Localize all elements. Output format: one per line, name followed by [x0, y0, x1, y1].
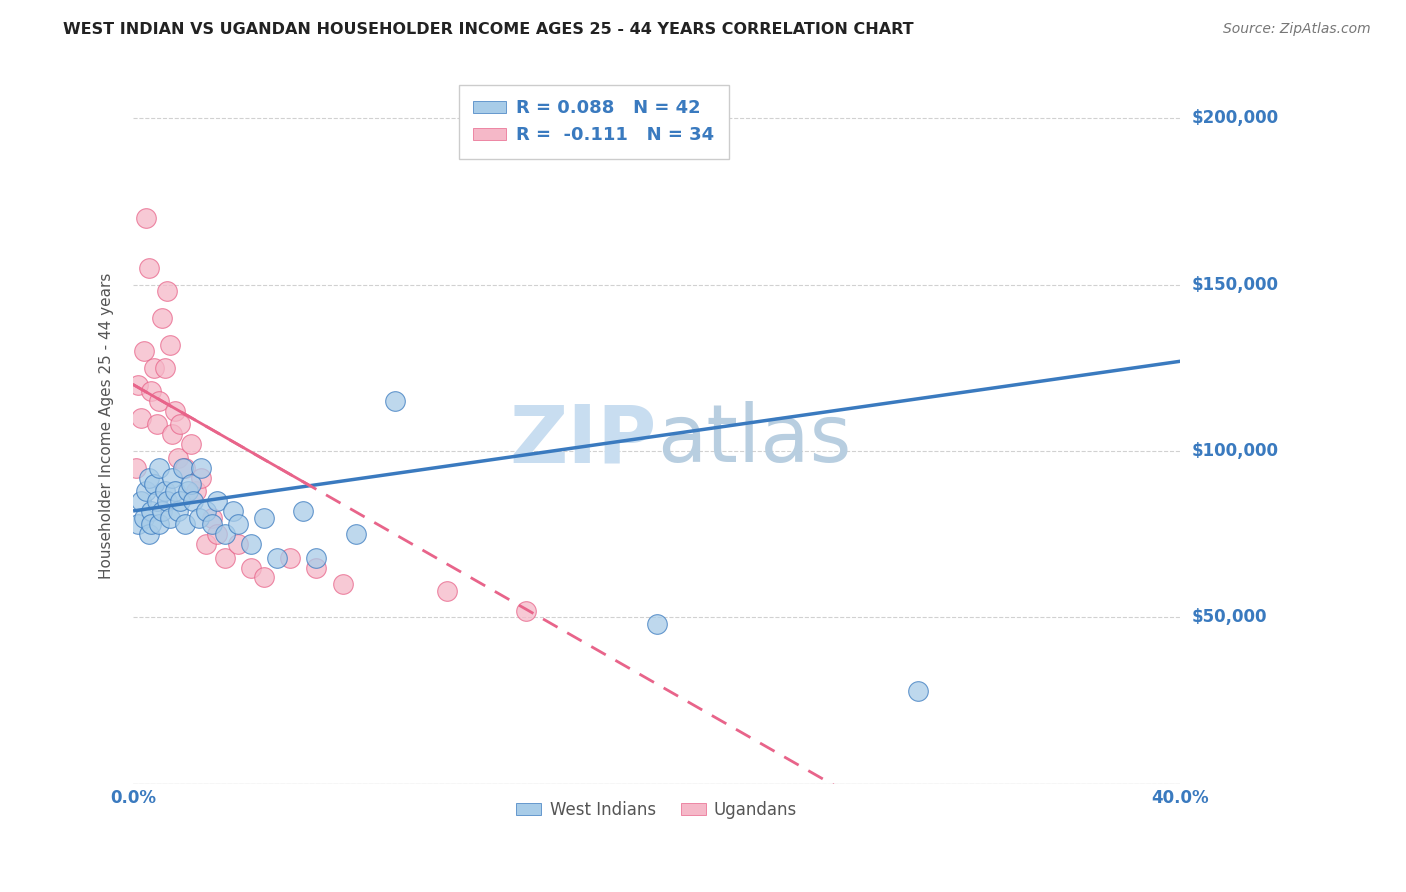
Point	[214, 527, 236, 541]
Point	[166, 504, 188, 518]
Point	[205, 527, 228, 541]
Point	[148, 517, 170, 532]
Point	[332, 577, 354, 591]
Point	[174, 460, 197, 475]
Point	[907, 683, 929, 698]
Point	[292, 504, 315, 518]
Point	[177, 483, 200, 498]
Point	[143, 360, 166, 375]
Point	[127, 517, 149, 532]
Point	[226, 517, 249, 532]
Point	[148, 394, 170, 409]
Point	[141, 517, 163, 532]
Point	[384, 394, 406, 409]
Point	[141, 384, 163, 399]
Point	[156, 494, 179, 508]
Point	[153, 483, 176, 498]
Point	[127, 377, 149, 392]
Point	[125, 460, 148, 475]
Text: ZIP: ZIP	[509, 401, 657, 479]
Point	[163, 483, 186, 498]
Point	[162, 471, 184, 485]
Point	[226, 537, 249, 551]
Point	[253, 510, 276, 524]
Point	[253, 570, 276, 584]
Point	[201, 517, 224, 532]
Point	[201, 510, 224, 524]
Text: $50,000: $50,000	[1191, 608, 1267, 626]
Point	[138, 471, 160, 485]
Point	[239, 537, 262, 551]
Point	[436, 583, 458, 598]
Point	[138, 527, 160, 541]
Point	[150, 504, 173, 518]
Point	[129, 410, 152, 425]
Point	[181, 494, 204, 508]
Point	[195, 537, 218, 551]
Point	[132, 510, 155, 524]
Point	[135, 483, 157, 498]
Y-axis label: Householder Income Ages 25 - 44 years: Householder Income Ages 25 - 44 years	[100, 273, 114, 579]
Point	[145, 494, 167, 508]
Text: $200,000: $200,000	[1191, 110, 1278, 128]
Point	[163, 404, 186, 418]
Point	[148, 460, 170, 475]
Point	[266, 550, 288, 565]
Point	[515, 604, 537, 618]
Point	[135, 211, 157, 226]
Point	[190, 460, 212, 475]
Point	[344, 527, 367, 541]
Point	[305, 550, 328, 565]
Point	[138, 261, 160, 276]
Point	[180, 477, 202, 491]
Point	[190, 471, 212, 485]
Point	[159, 337, 181, 351]
Point	[172, 460, 194, 475]
Point	[278, 550, 301, 565]
Text: Source: ZipAtlas.com: Source: ZipAtlas.com	[1223, 22, 1371, 37]
Point	[143, 477, 166, 491]
Point	[159, 510, 181, 524]
Point	[239, 560, 262, 574]
Point	[129, 494, 152, 508]
Point	[305, 560, 328, 574]
Point	[153, 360, 176, 375]
Point	[195, 504, 218, 518]
Point	[187, 510, 209, 524]
Point	[169, 417, 191, 432]
Point	[132, 344, 155, 359]
Point	[221, 504, 243, 518]
Point	[166, 450, 188, 465]
Text: $100,000: $100,000	[1191, 442, 1278, 460]
Point	[214, 550, 236, 565]
Point	[174, 517, 197, 532]
Point	[645, 617, 668, 632]
Point	[180, 437, 202, 451]
Point	[150, 311, 173, 326]
Text: atlas: atlas	[657, 401, 851, 479]
Point	[156, 285, 179, 299]
Legend: West Indians, Ugandans: West Indians, Ugandans	[509, 794, 804, 825]
Point	[169, 494, 191, 508]
Text: WEST INDIAN VS UGANDAN HOUSEHOLDER INCOME AGES 25 - 44 YEARS CORRELATION CHART: WEST INDIAN VS UGANDAN HOUSEHOLDER INCOM…	[63, 22, 914, 37]
Point	[162, 427, 184, 442]
Point	[205, 494, 228, 508]
Text: $150,000: $150,000	[1191, 276, 1278, 293]
Point	[145, 417, 167, 432]
Point	[141, 504, 163, 518]
Point	[184, 483, 207, 498]
